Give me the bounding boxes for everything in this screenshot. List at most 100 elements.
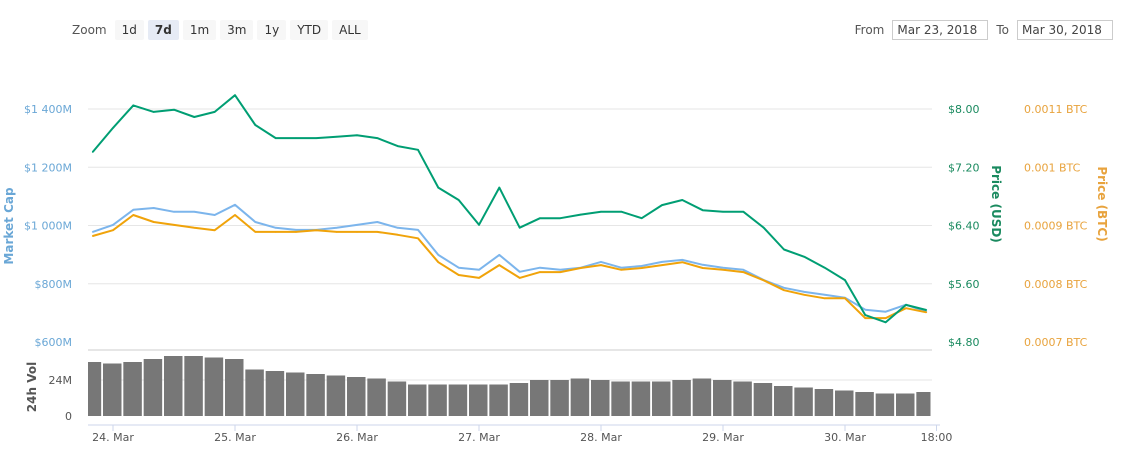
usd-price-point — [213, 111, 216, 113]
volume-tick: 24M — [49, 374, 73, 387]
market-cap-point — [234, 204, 236, 206]
usd-price-point — [925, 309, 928, 311]
volume-bar — [306, 374, 325, 416]
zoom-ytd-button[interactable]: YTD — [290, 20, 329, 40]
zoom-7d-button[interactable]: 7d — [147, 20, 179, 40]
btc-tick: 0.0009 BTC — [1024, 220, 1088, 233]
usd-tick: $7.20 — [948, 161, 980, 174]
btc-price-point — [437, 261, 440, 263]
btc-price-point — [335, 231, 338, 233]
market-cap-point — [335, 227, 338, 229]
market-cap-point — [701, 264, 704, 266]
volume-bar — [408, 384, 427, 416]
usd-tick: $8.00 — [948, 103, 980, 116]
usd-price-point — [335, 135, 338, 138]
date-range: From To — [855, 20, 1113, 40]
usd-price-point — [742, 210, 745, 213]
volume-bar — [184, 356, 203, 416]
zoom-3m-button[interactable]: 3m — [220, 20, 254, 40]
volume-bar — [88, 362, 102, 416]
usd-price-point — [661, 204, 663, 206]
volume-bar — [855, 392, 874, 416]
volume-bar — [469, 384, 488, 416]
btc-price-point — [762, 279, 765, 282]
zoom-bar: Zoom 1d 7d 1m 3m 1y YTD ALL — [72, 20, 368, 40]
usd-price-point — [132, 104, 135, 107]
usd-tick: $4.80 — [948, 336, 980, 349]
btc-price-point — [91, 235, 94, 237]
market-cap-point — [681, 259, 684, 261]
volume-bar — [692, 378, 712, 416]
market-cap-tick: $1 200M — [24, 161, 72, 174]
usd-price-point — [579, 213, 582, 216]
market-cap-point — [417, 229, 419, 231]
market-cap-point — [132, 208, 135, 211]
btc-price-point — [478, 277, 480, 279]
volume-bar — [387, 381, 407, 416]
usd-price-point — [823, 266, 826, 269]
zoom-1m-button[interactable]: 1m — [182, 20, 217, 40]
usd-price-point — [559, 217, 562, 220]
x-tick-label: 26. Mar — [336, 431, 378, 444]
btc-price-point — [783, 289, 785, 291]
market-cap-point — [112, 224, 114, 226]
btc-tick: 0.0007 BTC — [1024, 336, 1088, 349]
volume-bar — [448, 384, 468, 416]
btc-tick: 0.0011 BTC — [1024, 103, 1088, 116]
market-cap-point — [864, 308, 867, 311]
usd-price-point — [254, 124, 257, 126]
btc-price-point — [742, 271, 745, 273]
usd-price-point — [152, 111, 155, 113]
usd-price-point — [844, 279, 846, 281]
volume-bar — [103, 363, 122, 416]
usd-price-point — [234, 94, 236, 96]
usd-price-point — [803, 256, 806, 258]
volume-bar — [672, 380, 691, 416]
usd-price-point — [91, 151, 94, 153]
btc-price-point — [295, 231, 297, 233]
zoom-1y-button[interactable]: 1y — [257, 20, 287, 40]
volume-bar — [245, 369, 264, 416]
from-label: From — [854, 23, 885, 37]
market-cap-point — [884, 310, 887, 313]
btc-price-point — [844, 297, 846, 300]
market-cap-point — [213, 214, 216, 216]
btc-price-point — [457, 274, 460, 276]
usd-price-point — [376, 137, 379, 139]
market-cap-point — [91, 231, 94, 233]
from-date-input[interactable] — [892, 20, 989, 40]
x-tick-label: 28. Mar — [580, 431, 622, 444]
btc-price-point — [803, 294, 806, 296]
to-date-input[interactable] — [1017, 20, 1113, 40]
usd-axis-title: Price (USD) — [989, 165, 1003, 243]
volume-bar — [652, 381, 671, 416]
volume-bar — [753, 383, 773, 416]
market-cap-point — [295, 229, 297, 231]
btc-price-point — [356, 231, 358, 233]
btc-price-point — [193, 227, 196, 229]
market-cap-point — [620, 266, 623, 269]
btc-price-point — [274, 231, 277, 233]
btc-price-point — [173, 224, 175, 226]
zoom-all-button[interactable]: ALL — [332, 20, 368, 40]
zoom-1d-button[interactable]: 1d — [114, 20, 144, 40]
market-cap-point — [742, 268, 745, 271]
usd-price-point — [193, 116, 196, 118]
btc-price-point — [132, 214, 135, 216]
usd-price-point — [864, 314, 867, 316]
btc-price-point — [417, 237, 419, 240]
usd-price-point — [295, 137, 297, 139]
volume-bar — [733, 381, 752, 416]
usd-price-point — [884, 321, 887, 324]
btc-price-point — [234, 214, 236, 216]
btc-price-point — [213, 229, 216, 231]
usd-price-point — [457, 199, 460, 201]
usd-price-point — [701, 209, 704, 212]
market-cap-point — [356, 224, 358, 226]
market-cap-point — [640, 265, 643, 267]
market-cap-point — [722, 266, 724, 269]
usd-tick: $6.40 — [948, 220, 980, 233]
usd-price-point — [356, 134, 358, 137]
usd-price-point — [905, 304, 907, 306]
